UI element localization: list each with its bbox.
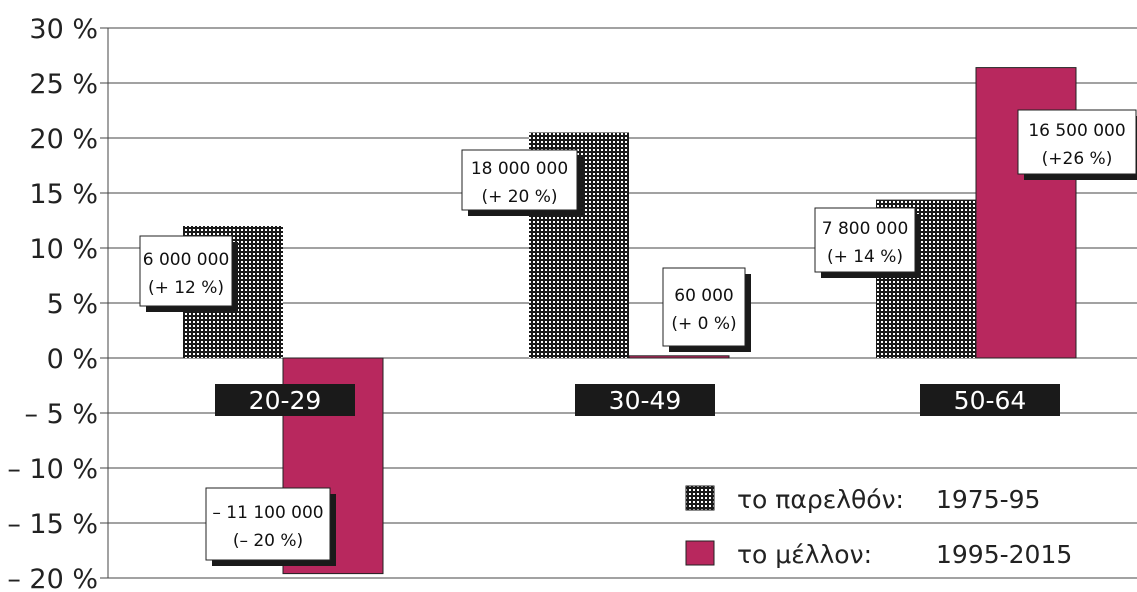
legend: το παρελθόν: 1975-95 το μέλλον: 1995-2015 [685, 485, 1072, 569]
y-tick-label: 15 % [29, 179, 98, 210]
legend-period: 1995-2015 [936, 540, 1072, 569]
data-label: (+ 14 %) [827, 247, 903, 267]
data-label: (+26 %) [1042, 149, 1113, 169]
y-tick-label: 20 % [29, 124, 98, 155]
callout-box [205, 487, 331, 561]
y-tick-label: 0 % [47, 344, 98, 375]
category-label: 50-64 [954, 386, 1027, 415]
category-labels: 20-29 30-49 50-64 [215, 384, 1060, 416]
y-tick-label: – 20 % [7, 564, 98, 592]
data-label: 18 000 000 [471, 159, 568, 179]
data-callouts: 6 000 000 (+ 12 %) 18 000 000 (+ 20 %) 7 800… [139, 109, 1137, 566]
legend-label: το παρελθόν: [737, 485, 904, 514]
legend-swatch [685, 485, 715, 511]
data-label: – 11 100 000 [212, 503, 323, 523]
category-label-box [920, 384, 1060, 416]
data-label: 6 000 000 [143, 250, 230, 270]
callout-box [662, 267, 746, 347]
data-label: (– 20 %) [233, 531, 303, 551]
legend-period: 1975-95 [936, 485, 1040, 514]
data-label: (+ 0 %) [671, 314, 736, 334]
callout-box [461, 149, 578, 211]
category-label: 30-49 [609, 386, 682, 415]
bar-future [628, 355, 730, 359]
callout-box [1017, 109, 1137, 175]
y-tick-label: 5 % [47, 289, 98, 320]
legend-swatch [685, 540, 715, 566]
y-tick-label: 10 % [29, 234, 98, 265]
data-label: 60 000 [674, 286, 733, 306]
y-tick-label: – 10 % [7, 454, 98, 485]
y-axis: 30 % 25 % 20 % 15 % 10 % 5 % 0 % – 5 % – 10 % – 1… [7, 14, 109, 592]
data-label: (+ 20 %) [481, 187, 557, 207]
y-tick-label: 30 % [29, 14, 98, 45]
category-label-box [215, 384, 355, 416]
legend-label: το μέλλον: [737, 540, 872, 569]
callout-box [814, 207, 916, 273]
data-label: 16 500 000 [1028, 121, 1125, 141]
callout-box [139, 235, 233, 307]
data-label: 7 800 000 [822, 219, 909, 239]
data-label: (+ 12 %) [148, 278, 224, 298]
category-label: 20-29 [249, 386, 322, 415]
y-tick-label: – 15 % [7, 509, 98, 540]
y-tick-label: – 5 % [25, 399, 99, 430]
category-label-box [575, 384, 715, 416]
y-tick-label: 25 % [29, 69, 98, 100]
